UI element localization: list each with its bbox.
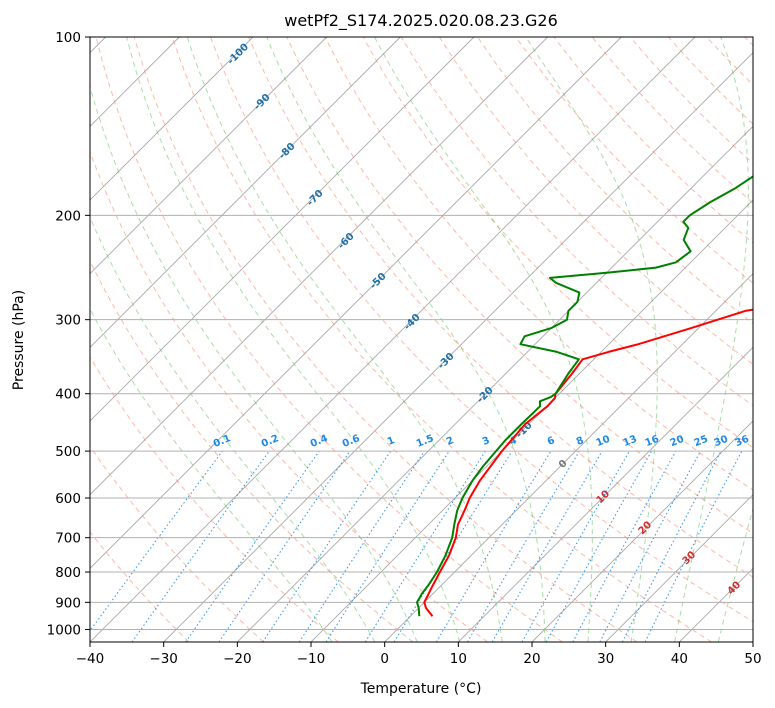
moist-adiabat-line: [90, 215, 376, 642]
y-tick-label: 400: [55, 387, 81, 403]
mixing-ratio-lines: [90, 450, 743, 642]
y-tick-label: 800: [55, 565, 81, 581]
x-tick-label: 40: [671, 651, 688, 667]
x-tick-label: 20: [523, 651, 540, 667]
temperature-profile-line: [423, 308, 753, 617]
moist-adiabat-line: [374, 37, 593, 642]
y-tick-label: 900: [55, 595, 81, 611]
mixing-ratio-line: [131, 450, 270, 642]
moist-adiabat-line: [90, 84, 418, 642]
pressure-gridlines: [90, 37, 753, 630]
mixing-ratio-label: 1: [386, 435, 397, 448]
mixing-ratio-label: 4: [508, 435, 519, 448]
isotherm-line: [237, 125, 753, 642]
x-tick-label: −20: [223, 651, 252, 667]
dry-adiabat-line: [438, 37, 753, 366]
dry-adiabat-line: [171, 37, 712, 642]
mixing-ratio-label: 3: [481, 435, 492, 448]
mixing-ratio-label: 6: [546, 435, 557, 448]
x-axis-ticks: −40 −30 −20 −10 0 10 20 30 40 50: [76, 642, 762, 667]
mixing-ratio-line: [521, 450, 630, 642]
x-tick-label: 30: [597, 651, 614, 667]
mixing-ratio-line: [185, 450, 320, 642]
y-tick-label: 200: [55, 208, 81, 224]
mixing-ratio-line: [218, 450, 351, 642]
isotherm-line: [531, 420, 753, 642]
isotherms: [90, 37, 753, 642]
x-tick-label: 10: [450, 651, 467, 667]
isotherm-line: [90, 37, 548, 496]
mixing-ratio-label: 10: [595, 434, 612, 449]
moist-adiabat-line: [186, 37, 503, 642]
isotherm-line: [90, 37, 475, 422]
y-tick-label: 600: [55, 491, 81, 507]
dry-adiabat-line: [515, 37, 753, 284]
sounding-series: [416, 175, 753, 617]
dry-adiabat-line: [210, 37, 753, 623]
mixing-ratio-label: 36: [734, 434, 751, 449]
mixing-ratio-line: [393, 450, 513, 642]
mixing-ratio-line: [298, 450, 425, 642]
x-tick-label: 0: [380, 651, 389, 667]
mixing-ratio-line: [644, 450, 743, 642]
moist-adiabat-line: [126, 37, 461, 642]
mixing-ratio-label: 2: [445, 435, 456, 448]
isotherm-line: [90, 37, 622, 569]
mixing-ratio-line: [325, 450, 450, 642]
dry-adiabat-line: [90, 150, 488, 642]
mixing-ratio-label: 25: [693, 434, 710, 449]
y-tick-label: 100: [55, 30, 81, 46]
plot-frame: [89, 36, 754, 643]
dry-adiabat-line: [90, 356, 339, 642]
dry-adiabat-line: [400, 37, 753, 407]
mixing-ratio-line: [262, 450, 392, 642]
dry-adiabat-line: [90, 445, 264, 642]
y-tick-label: 1000: [47, 622, 81, 638]
mixing-ratio-line: [572, 450, 677, 642]
mixing-ratio-line: [90, 450, 223, 632]
y-tick-label: 500: [55, 444, 81, 460]
x-tick-label: −10: [297, 651, 326, 667]
isotherm-line: [163, 52, 753, 642]
mixing-ratio-label: 13: [622, 434, 639, 449]
dry-adiabat-line: [248, 37, 753, 578]
isotherm-line: [90, 37, 254, 201]
mixing-ratio-label: 30: [713, 434, 730, 449]
isotherm-line: [90, 37, 401, 348]
x-tick-label: −40: [76, 651, 105, 667]
y-axis-label: Pressure (hPa): [11, 290, 27, 390]
moist-adiabats: [90, 37, 753, 642]
isotherm-line: [384, 273, 753, 642]
mixing-ratio-label: 20: [669, 434, 686, 449]
mixing-ratio-line: [545, 450, 653, 642]
y-tick-label: 700: [55, 531, 81, 547]
dry-adiabat-line: [286, 37, 753, 534]
dry-adiabat-line: [133, 37, 638, 642]
dry-adiabat-line: [90, 259, 414, 642]
mixing-ratio-label: 16: [644, 434, 661, 449]
isotherm-line: [458, 346, 753, 642]
isotherm-line: [90, 37, 327, 275]
x-axis-label: Temperature (°C): [360, 681, 482, 697]
x-tick-label: −30: [149, 651, 178, 667]
moist-adiabat-line: [525, 37, 658, 642]
y-tick-label: 300: [55, 313, 81, 329]
dry-adiabats: [90, 37, 753, 642]
chart-title: wetPf2_S174.2025.020.08.23.G26: [284, 11, 558, 31]
y-axis-ticks: 1000 900 800 700 600 500 400 300 200 100: [47, 30, 90, 638]
isotherm-line: [605, 494, 753, 642]
moist-adiabat-line: [266, 37, 546, 642]
isotherm-line: [90, 37, 696, 642]
dewpoint-profile-line: [416, 175, 753, 617]
dry-adiabat-line: [90, 531, 190, 642]
x-tick-label: 50: [744, 651, 761, 667]
mixing-ratio-label: 8: [575, 435, 586, 448]
dry-adiabat-line: [95, 37, 563, 642]
